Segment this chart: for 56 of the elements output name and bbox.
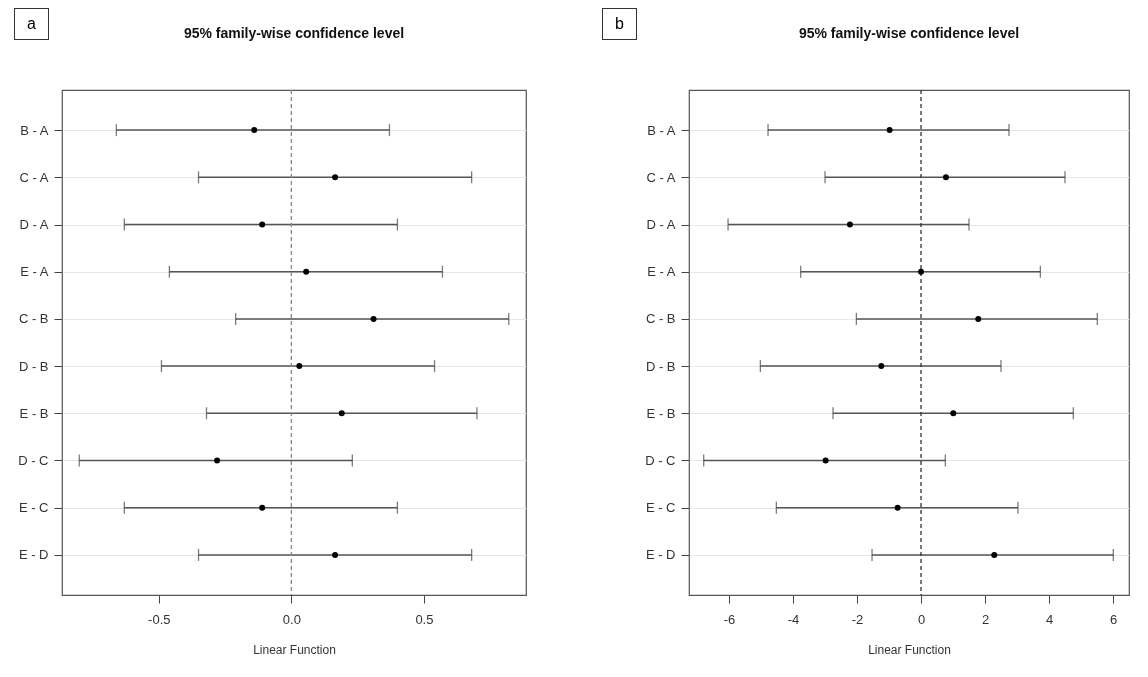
- point: [950, 410, 957, 417]
- x-tick-label: 0: [917, 611, 926, 627]
- x-tick-label: -0.5: [148, 611, 171, 627]
- x-tick-label: 0.5: [415, 611, 434, 627]
- y-tick-label: B - A: [20, 122, 49, 138]
- x-tick-label: -6: [723, 611, 736, 627]
- x-tick-label: 0.0: [282, 611, 301, 627]
- y-tick-label: E - A: [647, 264, 676, 280]
- y-tick-label: E - A: [20, 264, 49, 280]
- y-tick-label: C - A: [19, 169, 49, 185]
- y-tick-label: C - A: [646, 169, 676, 185]
- y-tick-label: B - A: [647, 122, 676, 138]
- point: [878, 363, 885, 370]
- text: b: [602, 8, 637, 40]
- y-tick-label: E - B: [646, 405, 676, 421]
- y-tick-label: D - C: [18, 452, 49, 468]
- y-tick-label: D - B: [18, 358, 49, 374]
- y-tick-label: D - B: [645, 358, 676, 374]
- point: [918, 268, 924, 275]
- point: [332, 174, 339, 181]
- y-tick-label: D - C: [645, 452, 676, 468]
- y-tick-label: E - C: [645, 500, 676, 516]
- point: [991, 551, 998, 558]
- y-tick-label: E - B: [19, 405, 49, 421]
- x-tick-label: -4: [787, 611, 800, 627]
- y-tick-label: C - B: [645, 311, 676, 327]
- y-tick-label: D - A: [19, 217, 49, 233]
- y-tick-label: D - A: [646, 217, 676, 233]
- x-axis-title: Linear Function: [253, 642, 336, 657]
- point: [251, 127, 258, 134]
- y-tick-label: C - B: [18, 311, 49, 327]
- chart-title: 95% family-wise confidence level: [798, 25, 1020, 42]
- point: [214, 457, 221, 464]
- point: [259, 221, 266, 228]
- x-tick-label: -2: [851, 611, 864, 627]
- point: [886, 127, 893, 134]
- text: a: [14, 8, 49, 40]
- x-tick-label: 6: [1109, 611, 1118, 627]
- point: [822, 457, 829, 464]
- y-tick-label: E - D: [18, 547, 49, 563]
- y-tick-label: E - C: [18, 500, 49, 516]
- point: [894, 504, 901, 511]
- point: [332, 551, 339, 558]
- point: [975, 315, 982, 322]
- x-tick-label: 4: [1045, 611, 1054, 627]
- point: [338, 410, 345, 417]
- point: [846, 221, 853, 228]
- x-axis-title: Linear Function: [868, 642, 951, 657]
- point: [370, 315, 377, 322]
- chart-title: 95% family-wise confidence level: [183, 25, 405, 42]
- y-tick-label: E - D: [645, 547, 676, 563]
- x-tick-label: 2: [981, 611, 990, 627]
- point: [259, 504, 266, 511]
- point: [303, 268, 310, 275]
- point: [296, 363, 303, 370]
- point: [942, 174, 949, 181]
